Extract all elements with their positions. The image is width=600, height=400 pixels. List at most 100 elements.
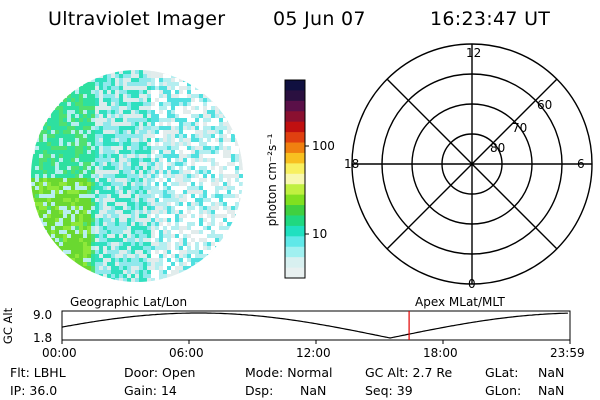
disk-pixel (171, 238, 175, 242)
disk-pixel (107, 190, 111, 194)
disk-pixel (115, 94, 119, 98)
disk-pixel (79, 130, 83, 134)
disk-pixel (79, 262, 83, 266)
disk-pixel (155, 234, 159, 238)
disk-pixel (151, 74, 155, 78)
disk-pixel (39, 154, 43, 158)
disk-pixel (39, 210, 43, 214)
disk-pixel (123, 194, 127, 198)
disk-pixel (159, 230, 163, 234)
disk-pixel (199, 162, 203, 166)
disk-pixel (135, 278, 139, 282)
disk-pixel (159, 78, 163, 82)
disk-pixel (203, 242, 207, 246)
disk-pixel (183, 118, 187, 122)
disk-pixel (151, 122, 155, 126)
disk-pixel (91, 234, 95, 238)
disk-pixel (143, 210, 147, 214)
disk-pixel (115, 234, 119, 238)
disk-pixel (47, 202, 51, 206)
disk-pixel (175, 206, 179, 210)
disk-pixel (67, 146, 71, 150)
disk-pixel (83, 254, 87, 258)
disk-pixel (63, 234, 67, 238)
disk-pixel (159, 190, 163, 194)
disk-pixel (55, 122, 59, 126)
disk-pixel (39, 170, 43, 174)
disk-pixel (239, 142, 243, 146)
disk-pixel (111, 134, 115, 138)
info-gain: Gain: 14 (124, 383, 177, 398)
disk-pixel (155, 146, 159, 150)
disk-pixel (231, 154, 235, 158)
disk-pixel (127, 230, 131, 234)
disk-pixel (95, 82, 99, 86)
disk-pixel (95, 162, 99, 166)
disk-pixel (107, 222, 111, 226)
disk-pixel (175, 198, 179, 202)
disk-pixel (167, 78, 171, 82)
colorbar-segment (285, 236, 305, 248)
disk-pixel (75, 102, 79, 106)
disk-pixel (111, 198, 115, 202)
disk-pixel (99, 162, 103, 166)
disk-pixel (127, 166, 131, 170)
disk-pixel (183, 226, 187, 230)
disk-pixel (175, 214, 179, 218)
disk-pixel (39, 166, 43, 170)
disk-pixel (107, 154, 111, 158)
disk-pixel (207, 246, 211, 250)
disk-pixel (67, 174, 71, 178)
disk-pixel (119, 222, 123, 226)
disk-pixel (183, 242, 187, 246)
disk-pixel (83, 98, 87, 102)
disk-pixel (83, 90, 87, 94)
disk-pixel (71, 210, 75, 214)
disk-pixel (67, 246, 71, 250)
disk-pixel (83, 126, 87, 130)
disk-pixel (47, 118, 51, 122)
disk-pixel (115, 226, 119, 230)
disk-pixel (111, 78, 115, 82)
disk-pixel (211, 238, 215, 242)
disk-pixel (227, 222, 231, 226)
disk-pixel (203, 186, 207, 190)
disk-pixel (75, 90, 79, 94)
colorbar-segment (285, 90, 305, 102)
disk-pixel (111, 94, 115, 98)
disk-pixel (131, 230, 135, 234)
disk-pixel (107, 178, 111, 182)
disk-pixel (219, 246, 223, 250)
disk-pixel (175, 258, 179, 262)
disk-pixel (183, 214, 187, 218)
disk-pixel (55, 234, 59, 238)
disk-pixel (183, 186, 187, 190)
disk-pixel (215, 202, 219, 206)
colorbar-segment (285, 267, 305, 279)
disk-pixel (211, 182, 215, 186)
disk-pixel (103, 74, 107, 78)
disk-pixel (99, 222, 103, 226)
disk-pixel (175, 82, 179, 86)
disk-pixel (171, 178, 175, 182)
disk-pixel (43, 218, 47, 222)
disk-pixel (99, 114, 103, 118)
disk-pixel (107, 278, 111, 282)
disk-pixel (103, 202, 107, 206)
disk-pixel (223, 238, 227, 242)
disk-pixel (31, 166, 35, 170)
disk-pixel (231, 210, 235, 214)
disk-pixel (151, 182, 155, 186)
disk-pixel (119, 266, 123, 270)
disk-pixel (71, 254, 75, 258)
disk-pixel (139, 178, 143, 182)
disk-pixel (103, 174, 107, 178)
disk-pixel (107, 78, 111, 82)
disk-pixel (231, 130, 235, 134)
disk-pixel (211, 198, 215, 202)
disk-pixel (183, 254, 187, 258)
disk-pixel (199, 174, 203, 178)
disk-pixel (131, 218, 135, 222)
disk-pixel (135, 78, 139, 82)
disk-pixel (199, 186, 203, 190)
